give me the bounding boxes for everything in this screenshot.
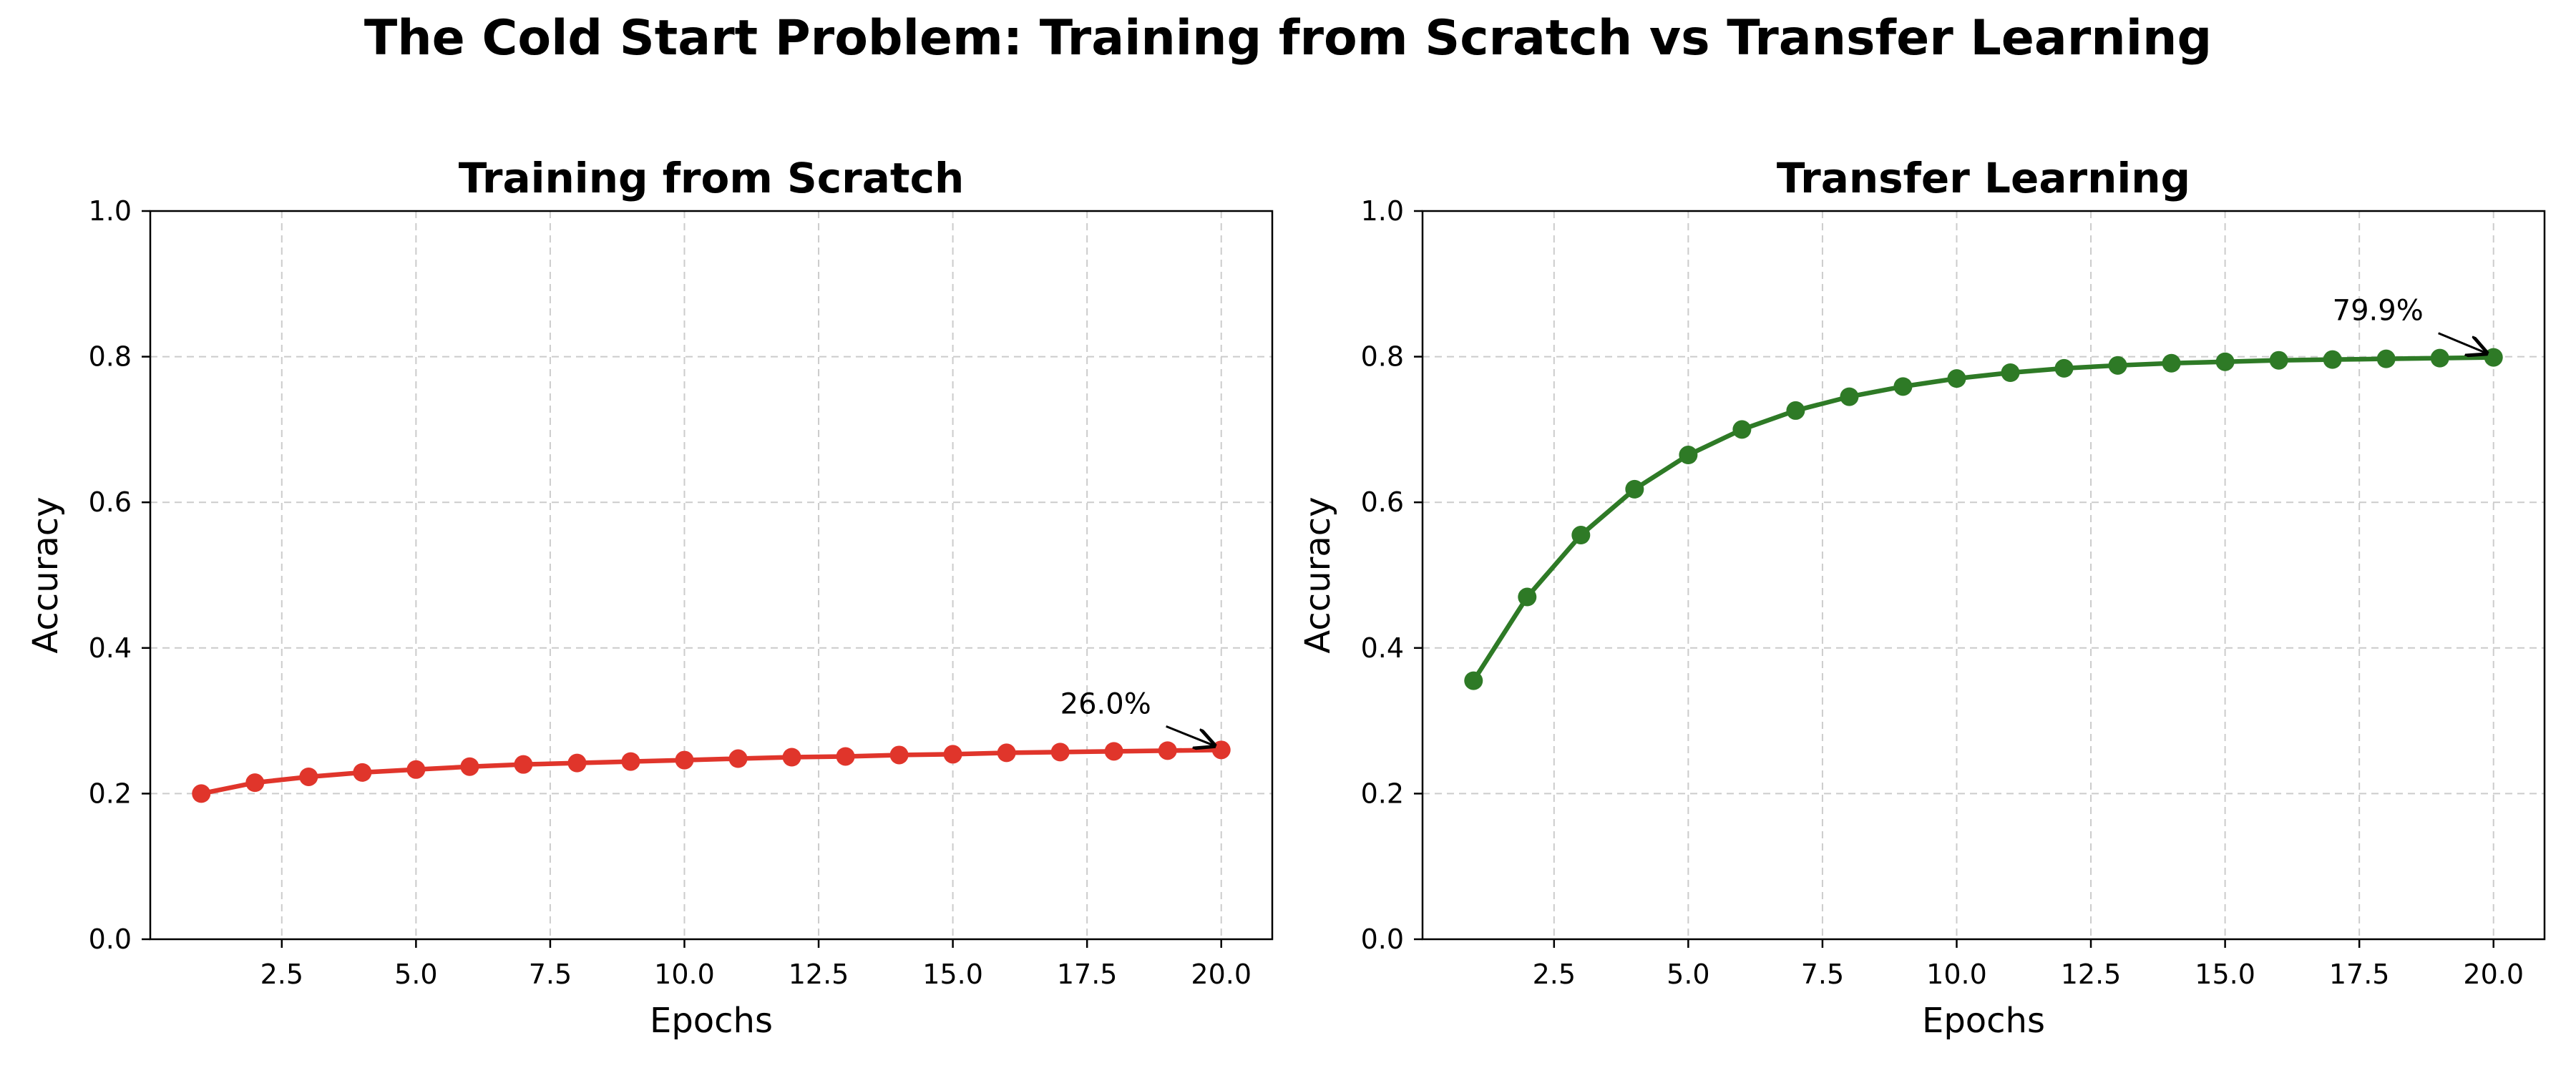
data-point [2376,349,2396,368]
x-axis-label: Epochs [1922,1001,2045,1041]
x-tick-label: 20.0 [1191,959,1252,990]
x-tick-label: 15.0 [2195,959,2255,990]
series-line [1471,355,2496,683]
data-point [1840,387,1859,406]
chart-panel-1: 2.5 5.0 7.5 10.0 12.5 15.0 17.5 20.0 0.0 0.2 0.4 0.… [26,154,1274,1041]
data-point [2162,353,2181,373]
data-point [2430,348,2449,368]
data-point [2269,351,2288,370]
x-axis-label: Epochs [650,1001,773,1041]
panel-title: Training from Scratch [459,154,965,202]
x-tick-label: 7.5 [529,959,572,990]
data-point [1518,587,1537,607]
x-tick-label: 2.5 [1533,959,1576,990]
data-point [621,752,640,771]
data-point [460,757,479,776]
annotation-arrow [1166,725,1214,745]
y-tick-label: 1.0 [89,195,132,227]
x-tick-label: 10.0 [1926,959,1987,990]
y-tick-label: 0.8 [1361,341,1404,373]
x-tick-label: 5.0 [1667,959,1709,990]
annotation-label: 79.9% [2333,295,2424,328]
data-point [353,763,372,782]
y-tick-label: 0.8 [89,341,132,373]
y-tick-label: 0.0 [89,923,132,955]
annotation-label: 26.0% [1060,687,1151,720]
chart-panel-2: 2.5 5.0 7.5 10.0 12.5 15.0 17.5 20.0 0.0 0.2 0.4 0.… [1298,154,2546,1041]
data-point [675,750,694,770]
y-tick-label: 0.4 [89,632,132,664]
data-point [192,784,211,803]
y-axis-label: Accuracy [26,496,66,653]
data-point [1104,742,1123,761]
data-point [889,745,909,765]
data-point [1947,369,1966,388]
data-point [1050,743,1070,762]
data-point [1786,401,1805,420]
data-point [245,773,265,793]
data-point [2001,363,2020,382]
x-tick-label: 7.5 [1801,959,1844,990]
data-point [728,749,748,768]
y-tick-label: 1.0 [1361,195,1404,227]
data-point [1464,671,1483,690]
y-axis-label: Accuracy [1298,496,1338,653]
data-point [1158,741,1177,760]
data-point [406,760,426,779]
data-point [836,747,855,766]
y-tick-label: 0.6 [1361,486,1404,518]
x-tick-label: 2.5 [260,959,303,990]
plot-frame [1421,210,2546,941]
data-point [1211,740,1231,760]
y-tick-label: 0.0 [1361,923,1404,955]
data-point [1679,446,1698,465]
y-tick-label: 0.2 [1361,778,1404,809]
data-point [2215,352,2235,371]
data-point [2108,356,2127,375]
x-tick-label: 5.0 [394,959,437,990]
annotation-arrow [2438,332,2487,353]
x-tick-label: 17.5 [1057,959,1118,990]
x-tick-label: 15.0 [922,959,983,990]
plot-frame [149,210,1274,941]
x-tick-label: 17.5 [2329,959,2390,990]
data-point [514,755,533,774]
figure-title: The Cold Start Problem: Training from Sc… [364,10,2212,67]
data-point [299,767,318,786]
data-point [2323,350,2342,369]
data-point [997,743,1016,763]
x-tick-label: 20.0 [2463,959,2524,990]
y-tick-label: 0.2 [89,778,132,809]
x-tick-label: 10.0 [654,959,715,990]
x-tick-label: 12.5 [2061,959,2122,990]
data-point [567,753,587,773]
data-point [1732,420,1752,439]
data-point [1625,479,1644,499]
data-point [2484,348,2503,367]
y-tick-label: 0.4 [1361,632,1404,664]
data-point [1893,377,1913,396]
data-point [1571,526,1591,545]
data-point [943,745,962,764]
panel-title: Transfer Learning [1777,154,2190,202]
data-point [782,748,801,767]
data-point [2054,358,2074,378]
x-tick-label: 12.5 [789,959,849,990]
y-tick-label: 0.6 [89,486,132,518]
